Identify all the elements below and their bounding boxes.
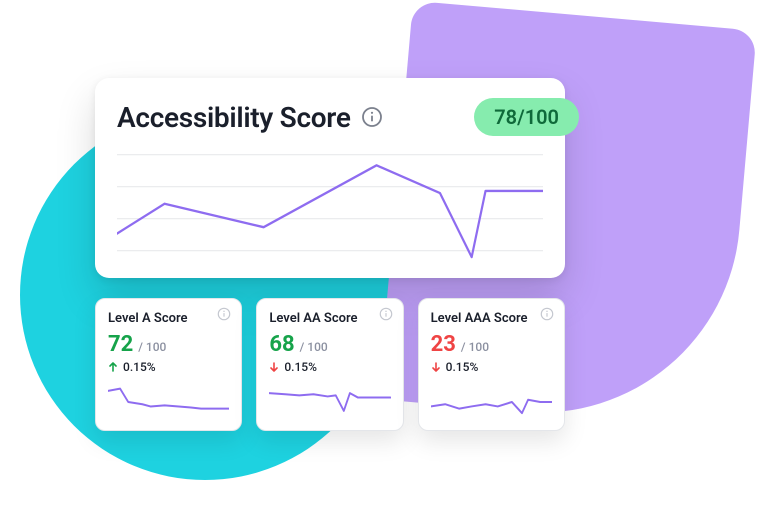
main-card-title: Accessibility Score [117,101,351,134]
sparkline [108,382,229,422]
score-line: 72 / 100 [108,332,229,357]
delta-line: 0.15% [108,360,229,374]
arrow-down-icon [431,362,441,372]
score-denominator: / 100 [138,340,166,354]
delta-line: 0.15% [431,360,552,374]
main-chart [117,144,543,272]
info-icon[interactable] [361,106,383,128]
delta-value: 0.15% [446,360,479,374]
delta-value: 0.15% [284,360,317,374]
delta-line: 0.15% [269,360,390,374]
info-icon[interactable] [379,307,393,321]
arrow-up-icon [108,362,118,372]
score-badge: 78/100 [474,98,579,136]
small-card-title: Level AAA Score [431,311,552,326]
main-card-header: Accessibility Score 78/100 [117,98,543,136]
score-value: 23 [431,332,456,357]
level-score-card: Level A Score 72 / 100 0.15% [95,298,242,431]
score-value: 68 [269,332,294,357]
score-denominator: / 100 [461,340,489,354]
delta-value: 0.15% [123,360,156,374]
score-card-row: Level A Score 72 / 100 0.15% Level AA Score 6… [95,298,565,431]
small-card-title: Level A Score [108,311,229,326]
small-card-title: Level AA Score [269,311,390,326]
info-icon[interactable] [217,307,231,321]
arrow-down-icon [269,362,279,372]
score-line: 23 / 100 [431,332,552,357]
accessibility-score-card: Accessibility Score 78/100 [95,78,565,278]
sparkline [269,382,390,422]
sparkline [431,382,552,422]
score-line: 68 / 100 [269,332,390,357]
info-icon[interactable] [540,307,554,321]
score-denominator: / 100 [300,340,328,354]
level-score-card: Level AA Score 68 / 100 0.15% [256,298,403,431]
score-value: 72 [108,332,133,357]
main-title-wrap: Accessibility Score [117,101,383,134]
level-score-card: Level AAA Score 23 / 100 0.15% [418,298,565,431]
